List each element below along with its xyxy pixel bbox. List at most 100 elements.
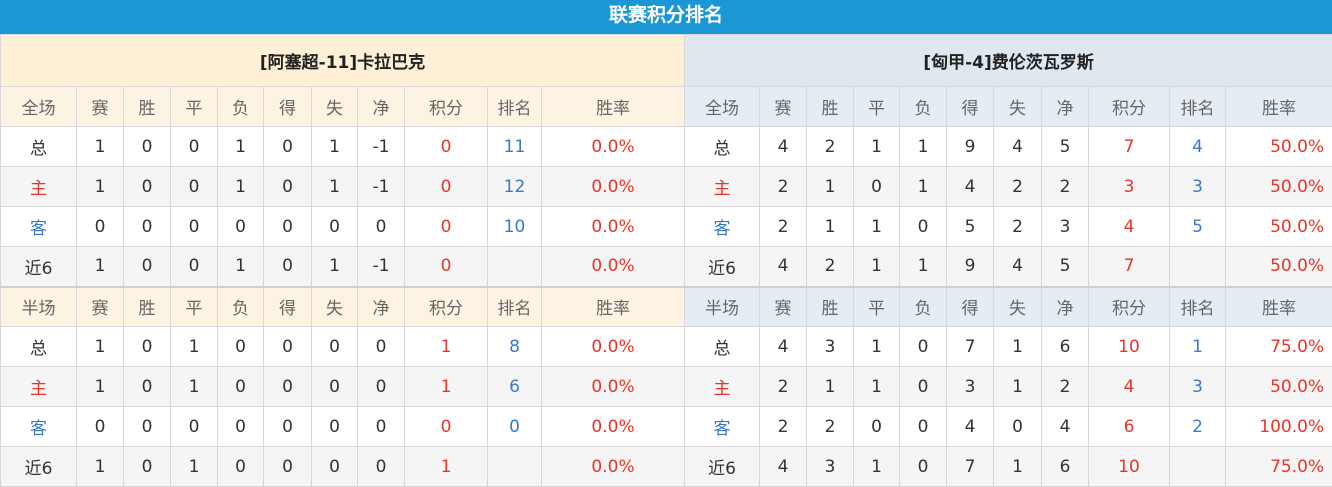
rank: 2	[1170, 407, 1226, 447]
goals-for: 0	[264, 247, 312, 287]
column-header: 排名	[488, 87, 542, 127]
page-title: 联赛积分排名	[0, 0, 1332, 34]
win-rate: 0.0%	[542, 247, 685, 287]
points: 6	[1089, 407, 1170, 447]
column-header: 半场	[1, 287, 77, 327]
header-row-half: 半场赛胜平负得失净积分排名胜率	[1, 287, 685, 327]
wins: 0	[124, 407, 171, 447]
column-header: 胜	[124, 287, 171, 327]
column-header: 得	[264, 87, 312, 127]
draws: 1	[854, 367, 900, 407]
draws: 0	[171, 167, 218, 207]
points: 0	[405, 407, 488, 447]
losses: 0	[218, 447, 264, 487]
header-row-full: 全场赛胜平负得失净积分排名胜率	[1, 87, 685, 127]
column-header: 积分	[1089, 287, 1170, 327]
wins: 2	[807, 247, 854, 287]
points: 10	[1089, 327, 1170, 367]
goal-diff: -1	[358, 127, 405, 167]
played: 2	[760, 407, 807, 447]
rank: 6	[488, 367, 542, 407]
goals-against: 0	[994, 407, 1042, 447]
rank	[488, 247, 542, 287]
goals-against: 1	[312, 127, 358, 167]
played: 1	[77, 367, 124, 407]
losses: 1	[218, 127, 264, 167]
points: 0	[405, 207, 488, 247]
draws: 1	[854, 327, 900, 367]
rank: 0	[488, 407, 542, 447]
draws: 1	[854, 447, 900, 487]
played: 4	[760, 447, 807, 487]
draws: 1	[854, 207, 900, 247]
goals-against: 1	[994, 327, 1042, 367]
column-header: 胜率	[1226, 87, 1332, 127]
losses: 1	[218, 247, 264, 287]
column-header: 胜率	[542, 87, 685, 127]
goals-for: 0	[264, 127, 312, 167]
goals-for: 7	[947, 447, 994, 487]
row-label: 近6	[1, 447, 77, 487]
column-header: 胜率	[1226, 287, 1332, 327]
played: 1	[77, 247, 124, 287]
draws: 1	[171, 327, 218, 367]
wins: 0	[124, 167, 171, 207]
goals-for: 0	[264, 167, 312, 207]
goal-diff: 2	[1042, 167, 1089, 207]
column-header: 积分	[405, 87, 488, 127]
goals-against: 1	[312, 247, 358, 287]
goals-against: 0	[312, 407, 358, 447]
points: 7	[1089, 127, 1170, 167]
win-rate: 75.0%	[1226, 327, 1332, 367]
played: 2	[760, 167, 807, 207]
draws: 0	[171, 247, 218, 287]
column-header: 失	[312, 87, 358, 127]
wins: 0	[124, 367, 171, 407]
goals-against: 2	[994, 207, 1042, 247]
played: 4	[760, 127, 807, 167]
column-header: 全场	[685, 87, 760, 127]
row-label: 主	[685, 367, 760, 407]
goals-for: 5	[947, 207, 994, 247]
header-row-full: 全场赛胜平负得失净积分排名胜率	[685, 87, 1332, 127]
draws: 1	[171, 447, 218, 487]
goals-against: 4	[994, 127, 1042, 167]
column-header: 负	[218, 287, 264, 327]
column-header: 积分	[405, 287, 488, 327]
row-label: 客	[685, 407, 760, 447]
draws: 0	[854, 407, 900, 447]
points: 1	[405, 367, 488, 407]
team-name: [阿塞超-11]卡拉巴克	[1, 35, 685, 87]
losses: 0	[900, 447, 947, 487]
win-rate: 50.0%	[1226, 127, 1332, 167]
goals-for: 7	[947, 327, 994, 367]
row-label: 总	[685, 127, 760, 167]
losses: 0	[218, 207, 264, 247]
draws: 1	[854, 247, 900, 287]
played: 1	[77, 447, 124, 487]
losses: 0	[900, 367, 947, 407]
points: 7	[1089, 247, 1170, 287]
goal-diff: 4	[1042, 407, 1089, 447]
win-rate: 50.0%	[1226, 207, 1332, 247]
row-label: 客	[1, 207, 77, 247]
rank	[1170, 447, 1226, 487]
played: 4	[760, 247, 807, 287]
goal-diff: -1	[358, 247, 405, 287]
points: 4	[1089, 367, 1170, 407]
goals-against: 1	[312, 167, 358, 207]
column-header: 胜	[807, 287, 854, 327]
rank: 3	[1170, 367, 1226, 407]
rank	[488, 447, 542, 487]
column-header: 平	[171, 87, 218, 127]
played: 0	[77, 207, 124, 247]
losses: 0	[900, 207, 947, 247]
wins: 0	[124, 247, 171, 287]
rank: 4	[1170, 127, 1226, 167]
